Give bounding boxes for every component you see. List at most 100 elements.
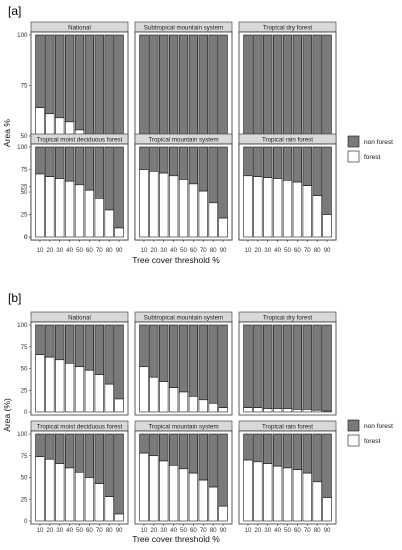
x-tick-label: 50 bbox=[284, 247, 291, 254]
bar-forest bbox=[139, 366, 149, 413]
bar-forest bbox=[114, 227, 124, 238]
x-tick-label: 10 bbox=[244, 247, 251, 254]
bar-non-forest bbox=[178, 146, 189, 180]
bar-non-forest bbox=[104, 324, 114, 385]
y-tick-label: 50 bbox=[21, 475, 28, 482]
bar-non-forest bbox=[55, 324, 65, 361]
y-tick-label: 50 bbox=[21, 133, 28, 140]
legend-label: forest bbox=[364, 438, 380, 445]
bar-forest bbox=[302, 409, 312, 413]
x-tick-label: 30 bbox=[264, 247, 271, 254]
x-tick-label: 30 bbox=[56, 527, 63, 534]
x-tick-label: 40 bbox=[170, 247, 177, 254]
bar-forest bbox=[312, 409, 322, 413]
x-tick-label: 90 bbox=[324, 247, 331, 254]
bar-non-forest bbox=[292, 433, 303, 470]
legend-label: non forest bbox=[364, 423, 393, 430]
bar-forest bbox=[94, 198, 104, 238]
bar-non-forest bbox=[139, 146, 149, 170]
bar-non-forest bbox=[94, 146, 104, 199]
x-tick-label: 50 bbox=[76, 247, 83, 254]
x-tick-label: 30 bbox=[264, 527, 271, 534]
bar-non-forest bbox=[282, 324, 293, 409]
bar-non-forest bbox=[302, 433, 312, 474]
x-tick-label: 10 bbox=[140, 527, 147, 534]
bar-non-forest bbox=[208, 324, 218, 404]
bar-forest bbox=[188, 183, 199, 238]
bar-forest bbox=[114, 398, 124, 413]
x-tick-label: 70 bbox=[304, 247, 311, 254]
bar-non-forest bbox=[159, 146, 169, 174]
bar-non-forest bbox=[322, 433, 332, 498]
bar-forest bbox=[178, 179, 189, 238]
bar-non-forest bbox=[74, 324, 85, 368]
facet-title: Tropical moist deciduous forest bbox=[37, 137, 123, 144]
legend-swatch bbox=[347, 150, 360, 163]
bar-forest bbox=[218, 407, 228, 413]
bar-forest bbox=[292, 181, 303, 238]
bar-forest bbox=[243, 407, 253, 413]
bar-forest bbox=[263, 177, 273, 238]
x-tick-label: 70 bbox=[200, 247, 207, 254]
bar-non-forest bbox=[312, 433, 322, 483]
x-tick-label: 70 bbox=[200, 527, 207, 534]
legend-swatch bbox=[347, 419, 360, 432]
bar-non-forest bbox=[188, 324, 199, 397]
bar-non-forest bbox=[94, 433, 104, 484]
bar-non-forest bbox=[272, 146, 283, 179]
bar-forest bbox=[35, 173, 45, 238]
bar-forest bbox=[94, 374, 104, 413]
bar-forest bbox=[322, 214, 332, 238]
bar-forest bbox=[84, 369, 95, 413]
bar-non-forest bbox=[263, 146, 273, 178]
bar-forest bbox=[84, 189, 95, 238]
bar-non-forest bbox=[55, 34, 65, 119]
bar-non-forest bbox=[272, 433, 283, 467]
y-tick-label: 0 bbox=[24, 409, 28, 416]
x-tick-label: 20 bbox=[254, 527, 261, 534]
bar-forest bbox=[55, 178, 65, 238]
bar-non-forest bbox=[74, 34, 85, 131]
y-tick-label: 100 bbox=[17, 144, 28, 151]
bar-non-forest bbox=[64, 433, 75, 469]
bar-non-forest bbox=[104, 146, 114, 211]
x-tick-label: 80 bbox=[210, 527, 217, 534]
facet-title: Tropical dry forest bbox=[263, 25, 313, 32]
bar-forest bbox=[64, 467, 75, 522]
y-axis-title: Area % bbox=[2, 119, 12, 147]
x-tick-label: 80 bbox=[314, 527, 321, 534]
bar-forest bbox=[218, 505, 228, 522]
bar-non-forest bbox=[208, 146, 218, 204]
x-tick-label: 20 bbox=[150, 527, 157, 534]
legend-label: forest bbox=[364, 154, 380, 161]
x-tick-label: 80 bbox=[314, 247, 321, 254]
bar-non-forest bbox=[45, 146, 55, 178]
bar-non-forest bbox=[302, 146, 312, 187]
bar-forest bbox=[149, 376, 159, 413]
y-tick-label: 25 bbox=[21, 212, 28, 219]
bar-non-forest bbox=[312, 324, 322, 411]
bar-non-forest bbox=[218, 324, 228, 408]
y-tick-label: 50 bbox=[21, 189, 28, 196]
x-tick-label: 30 bbox=[160, 527, 167, 534]
bar-forest bbox=[198, 479, 208, 522]
bar-forest bbox=[64, 180, 75, 238]
bar-forest bbox=[272, 408, 283, 413]
legend-swatch bbox=[347, 135, 360, 148]
bar-forest bbox=[159, 460, 169, 522]
x-axis-title: Tree cover threshold % bbox=[132, 534, 220, 544]
facet-title: Tropical mountain system bbox=[148, 137, 218, 144]
bar-forest bbox=[168, 175, 179, 238]
bar-forest bbox=[208, 202, 218, 238]
bar-non-forest bbox=[114, 433, 124, 515]
x-tick-label: 60 bbox=[294, 247, 301, 254]
bar-non-forest bbox=[84, 34, 95, 141]
x-tick-label: 80 bbox=[106, 527, 113, 534]
bar-non-forest bbox=[292, 324, 303, 410]
bar-forest bbox=[253, 176, 263, 238]
bar-non-forest bbox=[84, 146, 95, 191]
bar-non-forest bbox=[84, 433, 95, 478]
x-tick-label: 60 bbox=[86, 527, 93, 534]
bar-forest bbox=[168, 387, 179, 413]
